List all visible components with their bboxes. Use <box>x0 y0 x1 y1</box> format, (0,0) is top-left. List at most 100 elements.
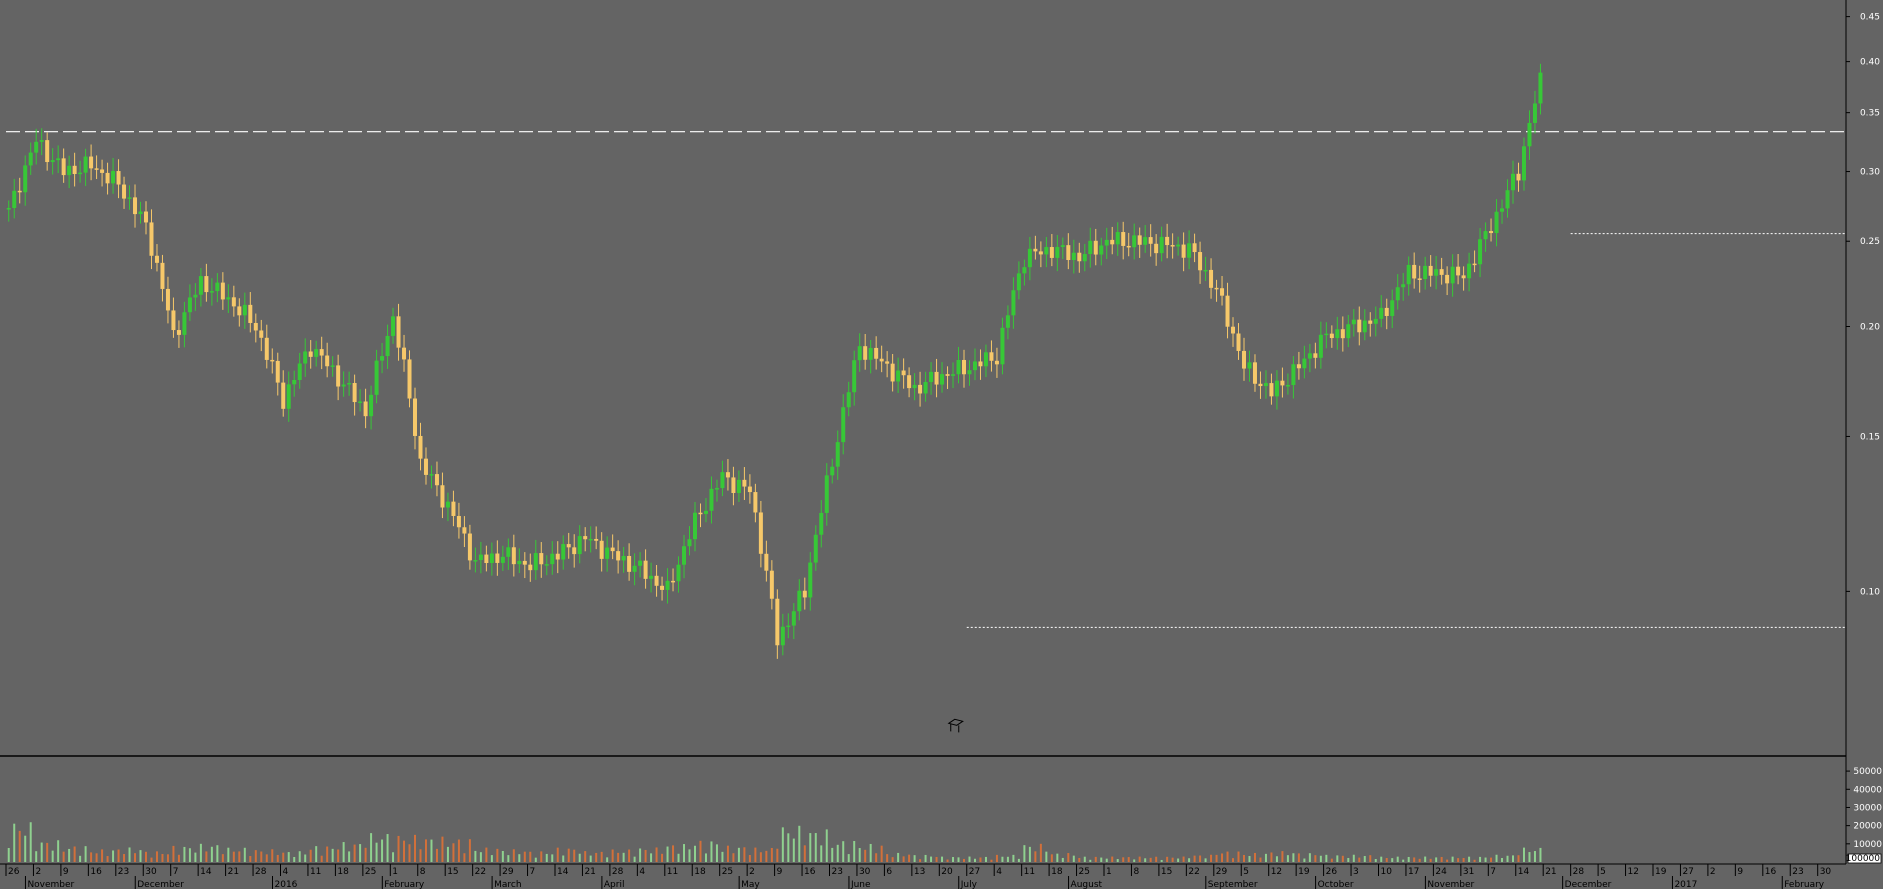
price-tick-label: 0.45 <box>1860 13 1880 23</box>
volume-tick-label: 50000 <box>1853 767 1882 777</box>
month-label: November <box>27 880 74 889</box>
candle-body <box>725 472 730 478</box>
date-tick-label: 29 <box>1216 867 1228 877</box>
date-tick-label: 21 <box>1545 867 1556 877</box>
candle-body <box>182 312 187 335</box>
candle-body <box>769 570 774 599</box>
candle-body <box>703 510 708 514</box>
candle-body <box>956 359 961 375</box>
candle-body <box>1176 244 1181 247</box>
candle-body <box>171 310 176 331</box>
candle-body <box>1093 240 1098 255</box>
candle-body <box>248 304 253 323</box>
date-tick-label: 23 <box>1792 867 1803 877</box>
date-tick-label: 16 <box>1765 867 1777 877</box>
date-tick-label: 25 <box>722 867 733 877</box>
candle-body <box>528 564 533 571</box>
candle-body <box>56 158 61 161</box>
candle-body <box>654 575 659 586</box>
candle-body <box>127 197 132 199</box>
candle-body <box>303 351 308 364</box>
candle-body <box>671 580 676 583</box>
candle-body <box>1505 190 1510 209</box>
volume-tick-label: 40000 <box>1853 785 1882 795</box>
candle-body <box>1165 236 1170 246</box>
date-tick-label: 12 <box>1628 867 1639 877</box>
candle-body <box>111 171 116 184</box>
candle-body <box>885 361 890 364</box>
candle-body <box>643 560 648 579</box>
candle-body <box>1104 239 1109 246</box>
date-tick-label: 25 <box>1079 867 1090 877</box>
candle-body <box>1269 383 1274 397</box>
candle-body <box>1231 326 1236 334</box>
candle-body <box>292 379 297 385</box>
candle-body <box>176 330 181 335</box>
candle-body <box>764 553 769 571</box>
candle-body <box>967 370 972 375</box>
date-tick-label: 22 <box>475 867 486 877</box>
candle-body <box>572 547 577 555</box>
candle-body <box>923 382 928 394</box>
date-tick-label: 27 <box>969 867 980 877</box>
candle-body <box>204 276 209 293</box>
candle-body <box>841 407 846 443</box>
candle-body <box>720 472 725 489</box>
candle-body <box>1291 364 1296 386</box>
date-tick-label: 4 <box>996 867 1002 877</box>
candle-body <box>28 152 33 166</box>
candle-body <box>742 479 747 487</box>
candle-body <box>1489 231 1494 234</box>
date-tick-label: 26 <box>8 867 20 877</box>
candle-body <box>1263 383 1268 387</box>
date-tick-label: 28 <box>612 867 624 877</box>
candle-body <box>835 442 840 467</box>
candle-body <box>616 551 621 561</box>
candle-body <box>12 190 17 209</box>
candle-body <box>731 477 736 493</box>
candle-body <box>1077 252 1082 262</box>
candle-body <box>133 197 138 215</box>
candle-body <box>1428 265 1433 276</box>
date-tick-label: 4 <box>283 867 289 877</box>
candle-body <box>934 371 939 385</box>
candle-body <box>1187 243 1192 258</box>
month-label: March <box>494 880 521 889</box>
candle-body <box>380 356 385 361</box>
candle-body <box>555 553 560 560</box>
candle-body <box>122 184 127 199</box>
candle-body <box>281 382 286 409</box>
candle-body <box>391 316 396 336</box>
candle-body <box>1220 288 1225 296</box>
candle-body <box>962 359 967 375</box>
candle-body <box>220 282 225 300</box>
candle-body <box>1181 244 1186 258</box>
price-tick-label: 0.35 <box>1860 109 1880 119</box>
candle-body <box>994 360 999 365</box>
candle-body <box>638 560 643 566</box>
candle-body <box>577 536 582 555</box>
candle-body <box>325 355 330 367</box>
date-tick-label: 14 <box>557 867 569 877</box>
candle-body <box>852 360 857 393</box>
candle-body <box>160 262 165 289</box>
month-label: July <box>960 880 978 889</box>
candle-body <box>1203 269 1208 272</box>
candle-body <box>1307 353 1312 359</box>
date-tick-label: 16 <box>804 867 816 877</box>
candle-body <box>467 533 472 561</box>
candle-body <box>1401 284 1406 288</box>
candle-body <box>583 536 588 540</box>
candle-body <box>143 211 148 223</box>
date-tick-label: 7 <box>173 867 179 877</box>
price-tick-label: 0.15 <box>1860 432 1880 442</box>
candle-body <box>566 544 571 548</box>
candle-body <box>1225 295 1230 327</box>
candle-body <box>846 392 851 408</box>
volume-zero-label: 100000 <box>1846 854 1881 864</box>
candle-body <box>758 512 763 554</box>
date-tick-label: 28 <box>255 867 267 877</box>
candle-body <box>1357 319 1362 333</box>
candle-body <box>226 297 231 300</box>
